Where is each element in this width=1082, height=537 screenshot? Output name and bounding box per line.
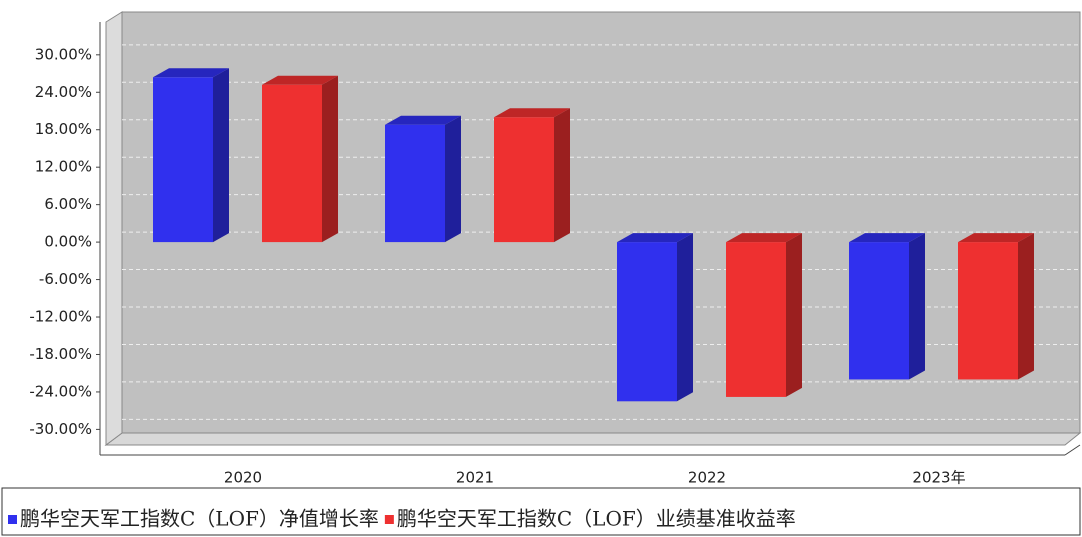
legend-label: 鹏华空天军工指数C（LOF）业绩基准收益率 (397, 507, 796, 531)
bar-side (909, 233, 925, 380)
bar (385, 124, 445, 243)
y-tick-label: 6.00% (44, 195, 92, 213)
y-tick-label: 12.00% (35, 158, 92, 176)
legend-swatch (8, 515, 17, 524)
legend: 鹏华空天军工指数C（LOF）净值增长率 鹏华空天军工指数C（LOF）业绩基准收益率 (8, 507, 796, 531)
bar-side (554, 108, 570, 243)
bar-side (213, 68, 229, 243)
legend-swatch (384, 515, 394, 524)
bar-side (1018, 233, 1034, 380)
x-tick-label: 2021 (456, 469, 494, 487)
y-tick-label: -30.00% (29, 420, 92, 438)
y-tick-label: -18.00% (29, 345, 92, 363)
bar-side (322, 75, 338, 243)
bar (153, 77, 213, 243)
bar-top (262, 75, 338, 85)
x-tick-label: 2022 (688, 469, 726, 487)
bar (494, 117, 554, 243)
bar-top (494, 108, 570, 118)
bar-top (153, 68, 229, 78)
floor (104, 432, 1082, 446)
legend-box (1, 487, 1081, 536)
bar (958, 242, 1018, 380)
bar-top (726, 233, 802, 243)
y-tick-label: 24.00% (35, 83, 92, 101)
bar (617, 242, 677, 402)
bar (262, 84, 322, 243)
y-tick-label: -6.00% (39, 270, 92, 288)
x-tick-label: 2020 (224, 469, 262, 487)
bar-side (786, 233, 802, 397)
left-wall (105, 11, 123, 446)
bar-top (617, 233, 693, 243)
y-tick-label: 0.00% (44, 233, 92, 251)
bar-side (445, 115, 461, 243)
y-tick-label: -24.00% (29, 382, 92, 400)
bar-top (958, 233, 1034, 243)
y-tick-label: -12.00% (29, 308, 92, 326)
bar (849, 242, 909, 380)
bar (726, 242, 786, 397)
bar-top (849, 233, 925, 243)
x-tick-label: 2023年 (912, 469, 965, 487)
bar-top (385, 115, 461, 125)
y-tick-label: 18.00% (35, 120, 92, 138)
x-axis-depth (1064, 444, 1081, 456)
legend-label: 鹏华空天军工指数C（LOF）净值增长率 (20, 507, 379, 531)
bar-side (677, 233, 693, 402)
y-tick-label: 30.00% (35, 45, 92, 63)
